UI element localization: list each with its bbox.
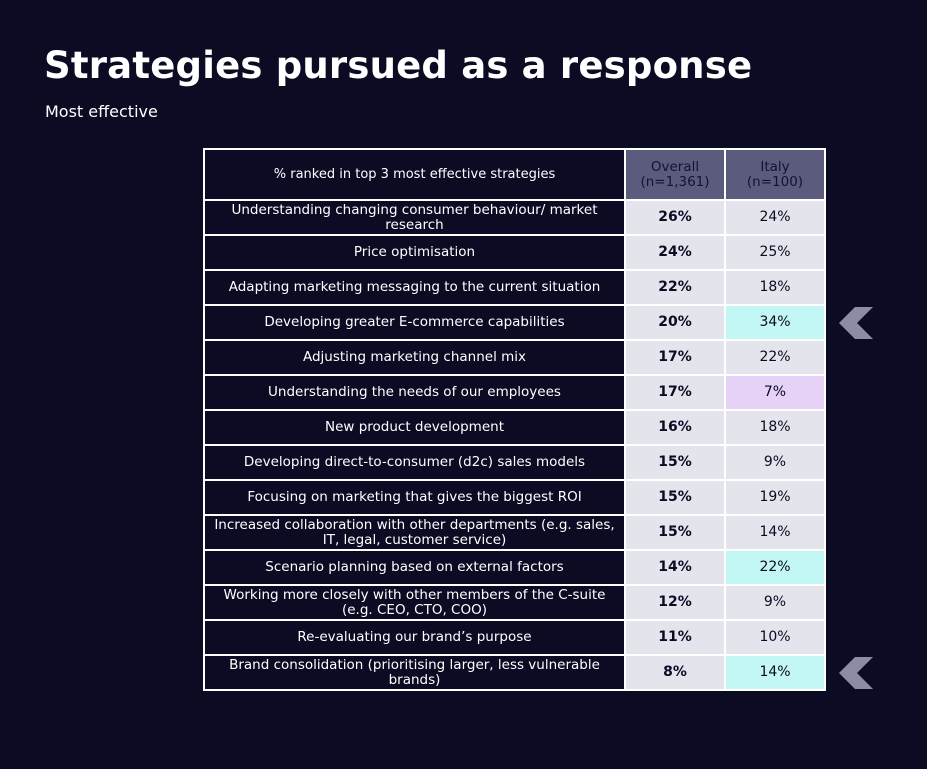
table-row: Developing greater E-commerce capabiliti…: [203, 304, 826, 341]
overall-value: 15%: [624, 444, 726, 481]
overall-value: 17%: [624, 339, 726, 376]
overall-value: 20%: [624, 304, 726, 341]
strategy-label: Developing greater E-commerce capabiliti…: [203, 304, 626, 341]
table-header-row: % ranked in top 3 most effective strateg…: [203, 148, 826, 201]
overall-value: 24%: [624, 234, 726, 271]
chevron-left-icon: [839, 656, 873, 689]
strategy-label: Developing direct-to-consumer (d2c) sale…: [203, 444, 626, 481]
strategy-label: Adapting marketing messaging to the curr…: [203, 269, 626, 306]
table-row: Adapting marketing messaging to the curr…: [203, 269, 826, 306]
strategy-label: Increased collaboration with other depar…: [203, 514, 626, 551]
italy-value: 14%: [724, 654, 826, 691]
italy-value: 9%: [724, 584, 826, 621]
strategy-label: Re-evaluating our brand’s purpose: [203, 619, 626, 656]
table-row: New product development 16% 18%: [203, 409, 826, 446]
table-row: Working more closely with other members …: [203, 584, 826, 621]
italy-value: 7%: [724, 374, 826, 411]
italy-value: 10%: [724, 619, 826, 656]
header-label: % ranked in top 3 most effective strateg…: [203, 148, 626, 201]
strategy-label: Understanding the needs of our employees: [203, 374, 626, 411]
overall-value: 15%: [624, 514, 726, 551]
italy-value: 18%: [724, 409, 826, 446]
overall-value: 22%: [624, 269, 726, 306]
strategy-label: Focusing on marketing that gives the big…: [203, 479, 626, 516]
table-row: Re-evaluating our brand’s purpose 11% 10%: [203, 619, 826, 656]
header-overall: Overall (n=1,361): [624, 148, 726, 201]
overall-value: 15%: [624, 479, 726, 516]
strategy-label: Price optimisation: [203, 234, 626, 271]
table-row: Understanding the needs of our employees…: [203, 374, 826, 411]
page-subtitle: Most effective: [45, 102, 158, 121]
table-row: Adjusting marketing channel mix 17% 22%: [203, 339, 826, 376]
page-title: Strategies pursued as a response: [44, 44, 753, 87]
table-row: Developing direct-to-consumer (d2c) sale…: [203, 444, 826, 481]
italy-value: 22%: [724, 339, 826, 376]
italy-value: 25%: [724, 234, 826, 271]
italy-value: 14%: [724, 514, 826, 551]
strategy-label: Scenario planning based on external fact…: [203, 549, 626, 586]
header-italy: Italy (n=100): [724, 148, 826, 201]
italy-value: 24%: [724, 199, 826, 236]
table-row: Price optimisation 24% 25%: [203, 234, 826, 271]
italy-value: 34%: [724, 304, 826, 341]
overall-value: 16%: [624, 409, 726, 446]
table-row: Brand consolidation (prioritising larger…: [203, 654, 826, 691]
italy-value: 18%: [724, 269, 826, 306]
table-row: Understanding changing consumer behaviou…: [203, 199, 826, 236]
strategy-label: Working more closely with other members …: [203, 584, 626, 621]
table-row: Scenario planning based on external fact…: [203, 549, 826, 586]
strategies-table: % ranked in top 3 most effective strateg…: [203, 148, 826, 691]
italy-value: 9%: [724, 444, 826, 481]
overall-value: 12%: [624, 584, 726, 621]
strategy-label: Understanding changing consumer behaviou…: [203, 199, 626, 236]
table-body: Understanding changing consumer behaviou…: [203, 199, 826, 691]
table-row: Increased collaboration with other depar…: [203, 514, 826, 551]
overall-value: 8%: [624, 654, 726, 691]
overall-value: 14%: [624, 549, 726, 586]
overall-value: 17%: [624, 374, 726, 411]
italy-value: 22%: [724, 549, 826, 586]
chevron-left-icon: [839, 306, 873, 339]
strategy-label: Brand consolidation (prioritising larger…: [203, 654, 626, 691]
strategy-label: Adjusting marketing channel mix: [203, 339, 626, 376]
strategy-label: New product development: [203, 409, 626, 446]
table-row: Focusing on marketing that gives the big…: [203, 479, 826, 516]
overall-value: 11%: [624, 619, 726, 656]
italy-value: 19%: [724, 479, 826, 516]
overall-value: 26%: [624, 199, 726, 236]
